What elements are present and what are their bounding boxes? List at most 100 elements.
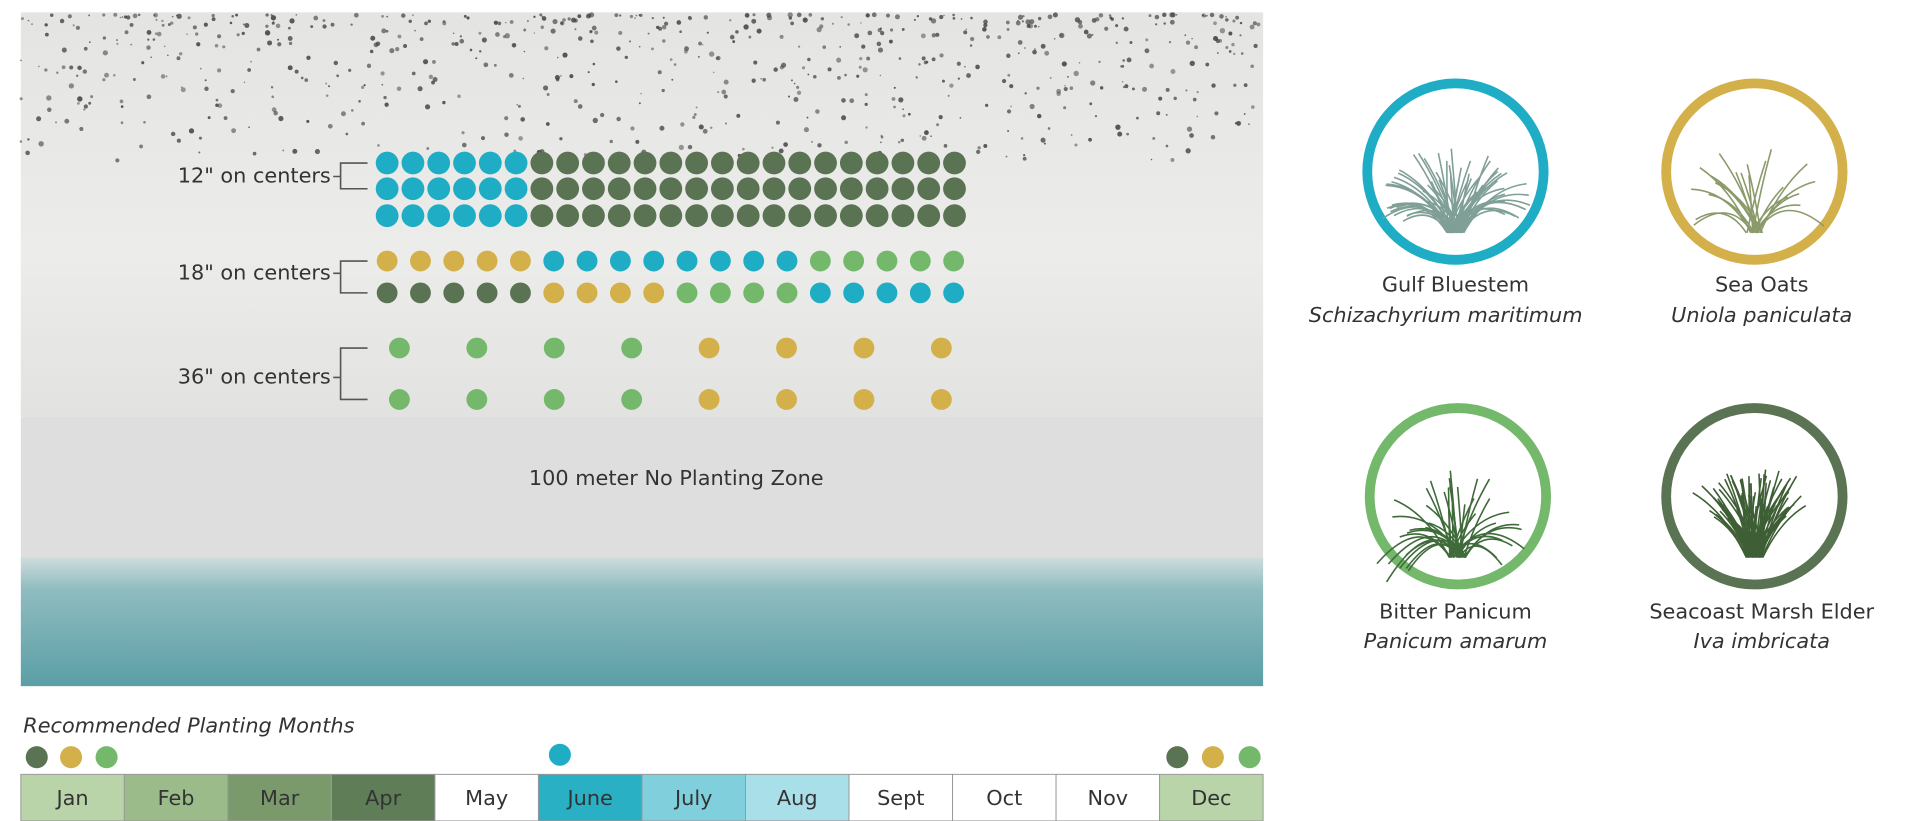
speckle — [83, 104, 88, 109]
speckle — [137, 13, 141, 17]
speckle — [1052, 12, 1058, 18]
speckle — [102, 50, 108, 56]
plant-dot — [582, 151, 605, 175]
speckle — [493, 20, 499, 25]
speckle — [20, 17, 24, 21]
speckle — [1009, 84, 1014, 89]
speckle — [120, 105, 124, 108]
grass-blade — [1449, 485, 1460, 558]
speckle — [684, 49, 688, 54]
speckle — [540, 25, 544, 29]
speckle — [82, 69, 88, 74]
speckle — [195, 32, 199, 36]
speckle — [1232, 19, 1236, 23]
speckle — [351, 109, 354, 112]
speckle — [659, 125, 665, 131]
plant-dot — [943, 151, 966, 175]
month-calendar: Jan Feb Mar Apr May June July Aug Sept Oct Nov Dec — [20, 773, 1264, 821]
plant-dot — [814, 151, 837, 175]
speckle — [188, 128, 195, 134]
speckle — [250, 60, 252, 63]
speckle — [1033, 24, 1037, 28]
speckle — [931, 57, 936, 62]
speckle — [591, 82, 595, 87]
speckle — [1083, 29, 1089, 35]
speckle — [1029, 19, 1035, 25]
speckle — [831, 22, 834, 25]
speckle — [1156, 111, 1161, 116]
speckle — [1121, 17, 1125, 20]
plant-dot — [776, 250, 798, 272]
speckle — [592, 117, 598, 124]
grass-blade — [1716, 500, 1755, 558]
plant-dot — [530, 204, 554, 228]
grass-blade — [1376, 536, 1451, 565]
plant-latin-name: Uniola paniculata — [1671, 303, 1852, 327]
speckle — [431, 80, 435, 85]
speckle — [229, 21, 233, 25]
speckle — [383, 95, 387, 100]
speckle — [322, 24, 327, 29]
plant-dot — [476, 282, 498, 304]
speckle — [36, 116, 42, 122]
speckle — [1243, 113, 1246, 115]
speckle — [306, 119, 310, 123]
speckle — [442, 20, 446, 24]
month-label: Dec — [1191, 786, 1231, 810]
speckle — [841, 115, 847, 121]
speckle — [790, 79, 793, 82]
plant-dot — [510, 250, 531, 272]
speckle — [102, 36, 107, 40]
speckle — [913, 18, 916, 21]
speckle — [1026, 24, 1031, 28]
plant-dot — [917, 151, 941, 175]
grass-blade — [1752, 506, 1789, 558]
speckle — [235, 13, 239, 17]
speckle — [150, 56, 152, 58]
speckle — [180, 86, 183, 89]
speckle — [706, 31, 709, 34]
plant-dot — [633, 151, 657, 175]
speckle — [452, 32, 455, 35]
speckle — [1121, 80, 1124, 83]
speckle — [876, 41, 882, 47]
speckle — [1066, 75, 1069, 78]
speckle — [1006, 28, 1010, 31]
speckle — [949, 83, 954, 88]
speckle — [802, 17, 808, 23]
plant-dot — [427, 204, 451, 228]
speckle — [562, 52, 568, 58]
plant-dot — [698, 389, 720, 410]
speckle — [38, 65, 40, 68]
speckle — [970, 16, 973, 20]
speckle — [1219, 14, 1224, 19]
speckle — [310, 25, 314, 29]
speckle — [242, 23, 245, 26]
speckle — [697, 55, 700, 58]
plant-dot — [736, 204, 760, 228]
speckle — [361, 121, 366, 126]
speckle — [454, 41, 459, 47]
speckle — [698, 124, 704, 130]
speckle — [773, 67, 778, 72]
grass-blade — [1450, 511, 1510, 558]
speckle — [198, 136, 202, 140]
speckle — [569, 74, 574, 79]
speckle — [1070, 134, 1073, 136]
speckle — [363, 84, 366, 87]
speckle — [373, 42, 379, 48]
speckle — [271, 107, 277, 112]
plant-dot — [909, 282, 931, 304]
speckle — [864, 93, 868, 97]
month-label: Mar — [260, 786, 300, 810]
speckle — [217, 103, 223, 108]
plant-dot — [478, 204, 502, 228]
speckle — [1169, 12, 1175, 18]
speckle — [154, 32, 158, 36]
plant-dot — [504, 204, 528, 228]
speckle — [176, 138, 181, 143]
speckle — [559, 137, 563, 141]
speckle — [964, 65, 966, 68]
speckle — [377, 144, 380, 147]
speckle — [589, 30, 593, 34]
